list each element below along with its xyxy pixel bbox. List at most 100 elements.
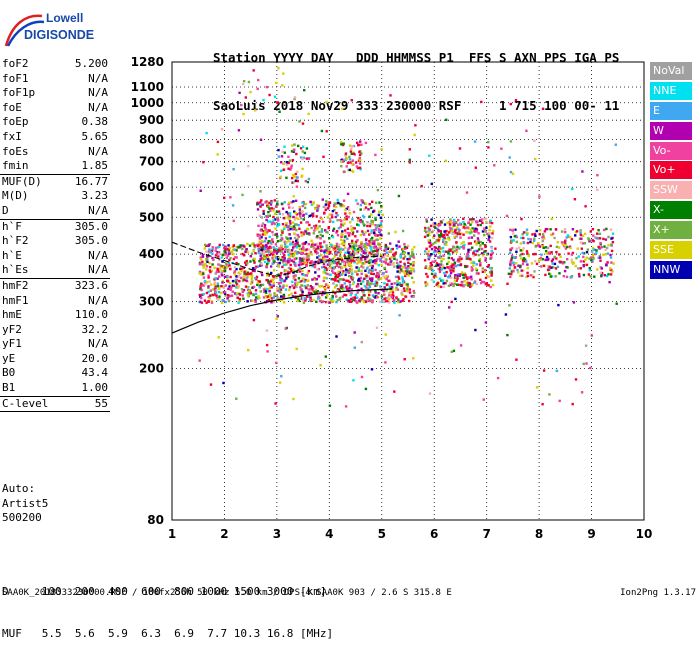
echo-point — [336, 247, 340, 250]
echo-point — [326, 263, 330, 266]
echo-point — [254, 289, 258, 292]
echo-point — [303, 249, 306, 252]
echo-point — [215, 252, 219, 255]
echo-point — [594, 236, 597, 239]
muf-row: MUF 5.5 5.6 5.9 6.3 6.9 7.7 10.3 16.8 [M… — [2, 627, 334, 640]
echo-point — [584, 258, 587, 262]
echo-point — [473, 140, 477, 143]
echo-point — [541, 233, 545, 236]
echo-point — [233, 271, 236, 274]
echo-point — [317, 246, 320, 250]
echo-point — [481, 267, 484, 270]
echo-point — [472, 251, 475, 254]
echo-point — [446, 221, 449, 225]
echo-point — [367, 280, 370, 283]
echo-point — [198, 359, 201, 362]
echo-point — [260, 216, 264, 219]
echo-point — [312, 261, 316, 264]
echo-point — [339, 225, 342, 229]
echo-point — [454, 276, 458, 279]
echo-point — [435, 223, 439, 226]
echo-point — [213, 283, 216, 286]
echo-point — [542, 235, 545, 238]
echo-point — [455, 279, 458, 282]
echo-point — [211, 248, 214, 251]
echo-point — [322, 279, 325, 283]
echo-point — [598, 232, 602, 235]
echo-point — [360, 241, 363, 244]
echo-point — [231, 204, 235, 207]
echo-point — [404, 266, 407, 269]
param-row: fmin 1.85 — [0, 159, 110, 174]
echo-point — [224, 248, 227, 251]
echo-point — [353, 331, 356, 334]
echo-point — [259, 257, 262, 261]
echo-point — [345, 215, 348, 218]
echo-point — [438, 255, 442, 258]
echo-point — [379, 237, 382, 240]
echo-point — [434, 246, 438, 249]
echo-point — [235, 281, 238, 284]
echo-point — [453, 231, 457, 234]
echo-point — [278, 261, 281, 265]
echo-point — [389, 242, 392, 245]
echo-point — [376, 252, 379, 256]
echo-point — [610, 237, 613, 240]
echo-point — [438, 277, 442, 280]
echo-point — [301, 201, 304, 204]
echo-point — [392, 254, 395, 257]
echo-point — [604, 253, 607, 256]
echo-point — [511, 229, 514, 232]
echo-point — [554, 267, 558, 270]
echo-point — [327, 207, 330, 210]
param-row: C-level 55 — [0, 395, 110, 412]
y-tick-label: 700 — [139, 155, 164, 169]
echo-point — [344, 153, 347, 157]
echo-point — [483, 270, 487, 274]
echo-point — [513, 266, 517, 269]
echo-point — [352, 379, 355, 382]
echo-point — [335, 274, 338, 277]
legend-item: NNW — [650, 260, 692, 279]
echo-point — [386, 247, 389, 250]
echo-point — [321, 266, 324, 269]
echo-point — [402, 252, 406, 255]
echo-point — [462, 240, 465, 244]
echo-point — [310, 226, 313, 230]
echo-point — [367, 298, 370, 301]
echo-point — [614, 143, 617, 146]
echo-point — [337, 288, 341, 291]
echo-point — [203, 299, 207, 302]
param-row: foEp 0.38 — [0, 115, 110, 130]
echo-point — [479, 223, 482, 227]
echo-point — [398, 266, 401, 269]
echo-point — [229, 257, 232, 260]
echo-point — [443, 271, 446, 275]
echo-point — [365, 300, 368, 303]
echo-point — [339, 140, 343, 144]
echo-point — [226, 247, 230, 251]
echo-point — [351, 278, 354, 281]
echo-point — [604, 248, 607, 252]
echo-point — [375, 294, 378, 298]
echo-point — [600, 246, 603, 249]
echo-point — [393, 254, 396, 257]
echo-point — [224, 300, 227, 304]
echo-point — [563, 228, 567, 231]
echo-point — [444, 232, 447, 235]
echo-point — [355, 165, 359, 168]
echo-point — [340, 143, 343, 146]
echo-point — [221, 265, 225, 269]
echo-point — [293, 180, 296, 184]
echo-point — [277, 282, 281, 285]
echo-point — [509, 248, 512, 251]
echo-point — [273, 251, 276, 254]
echo-point — [276, 315, 279, 318]
echo-point — [490, 245, 493, 249]
echo-point — [475, 272, 478, 275]
echo-point — [490, 271, 494, 274]
echo-point — [448, 253, 451, 256]
echo-point — [299, 286, 302, 289]
echo-point — [375, 326, 379, 329]
echo-point — [253, 261, 256, 264]
